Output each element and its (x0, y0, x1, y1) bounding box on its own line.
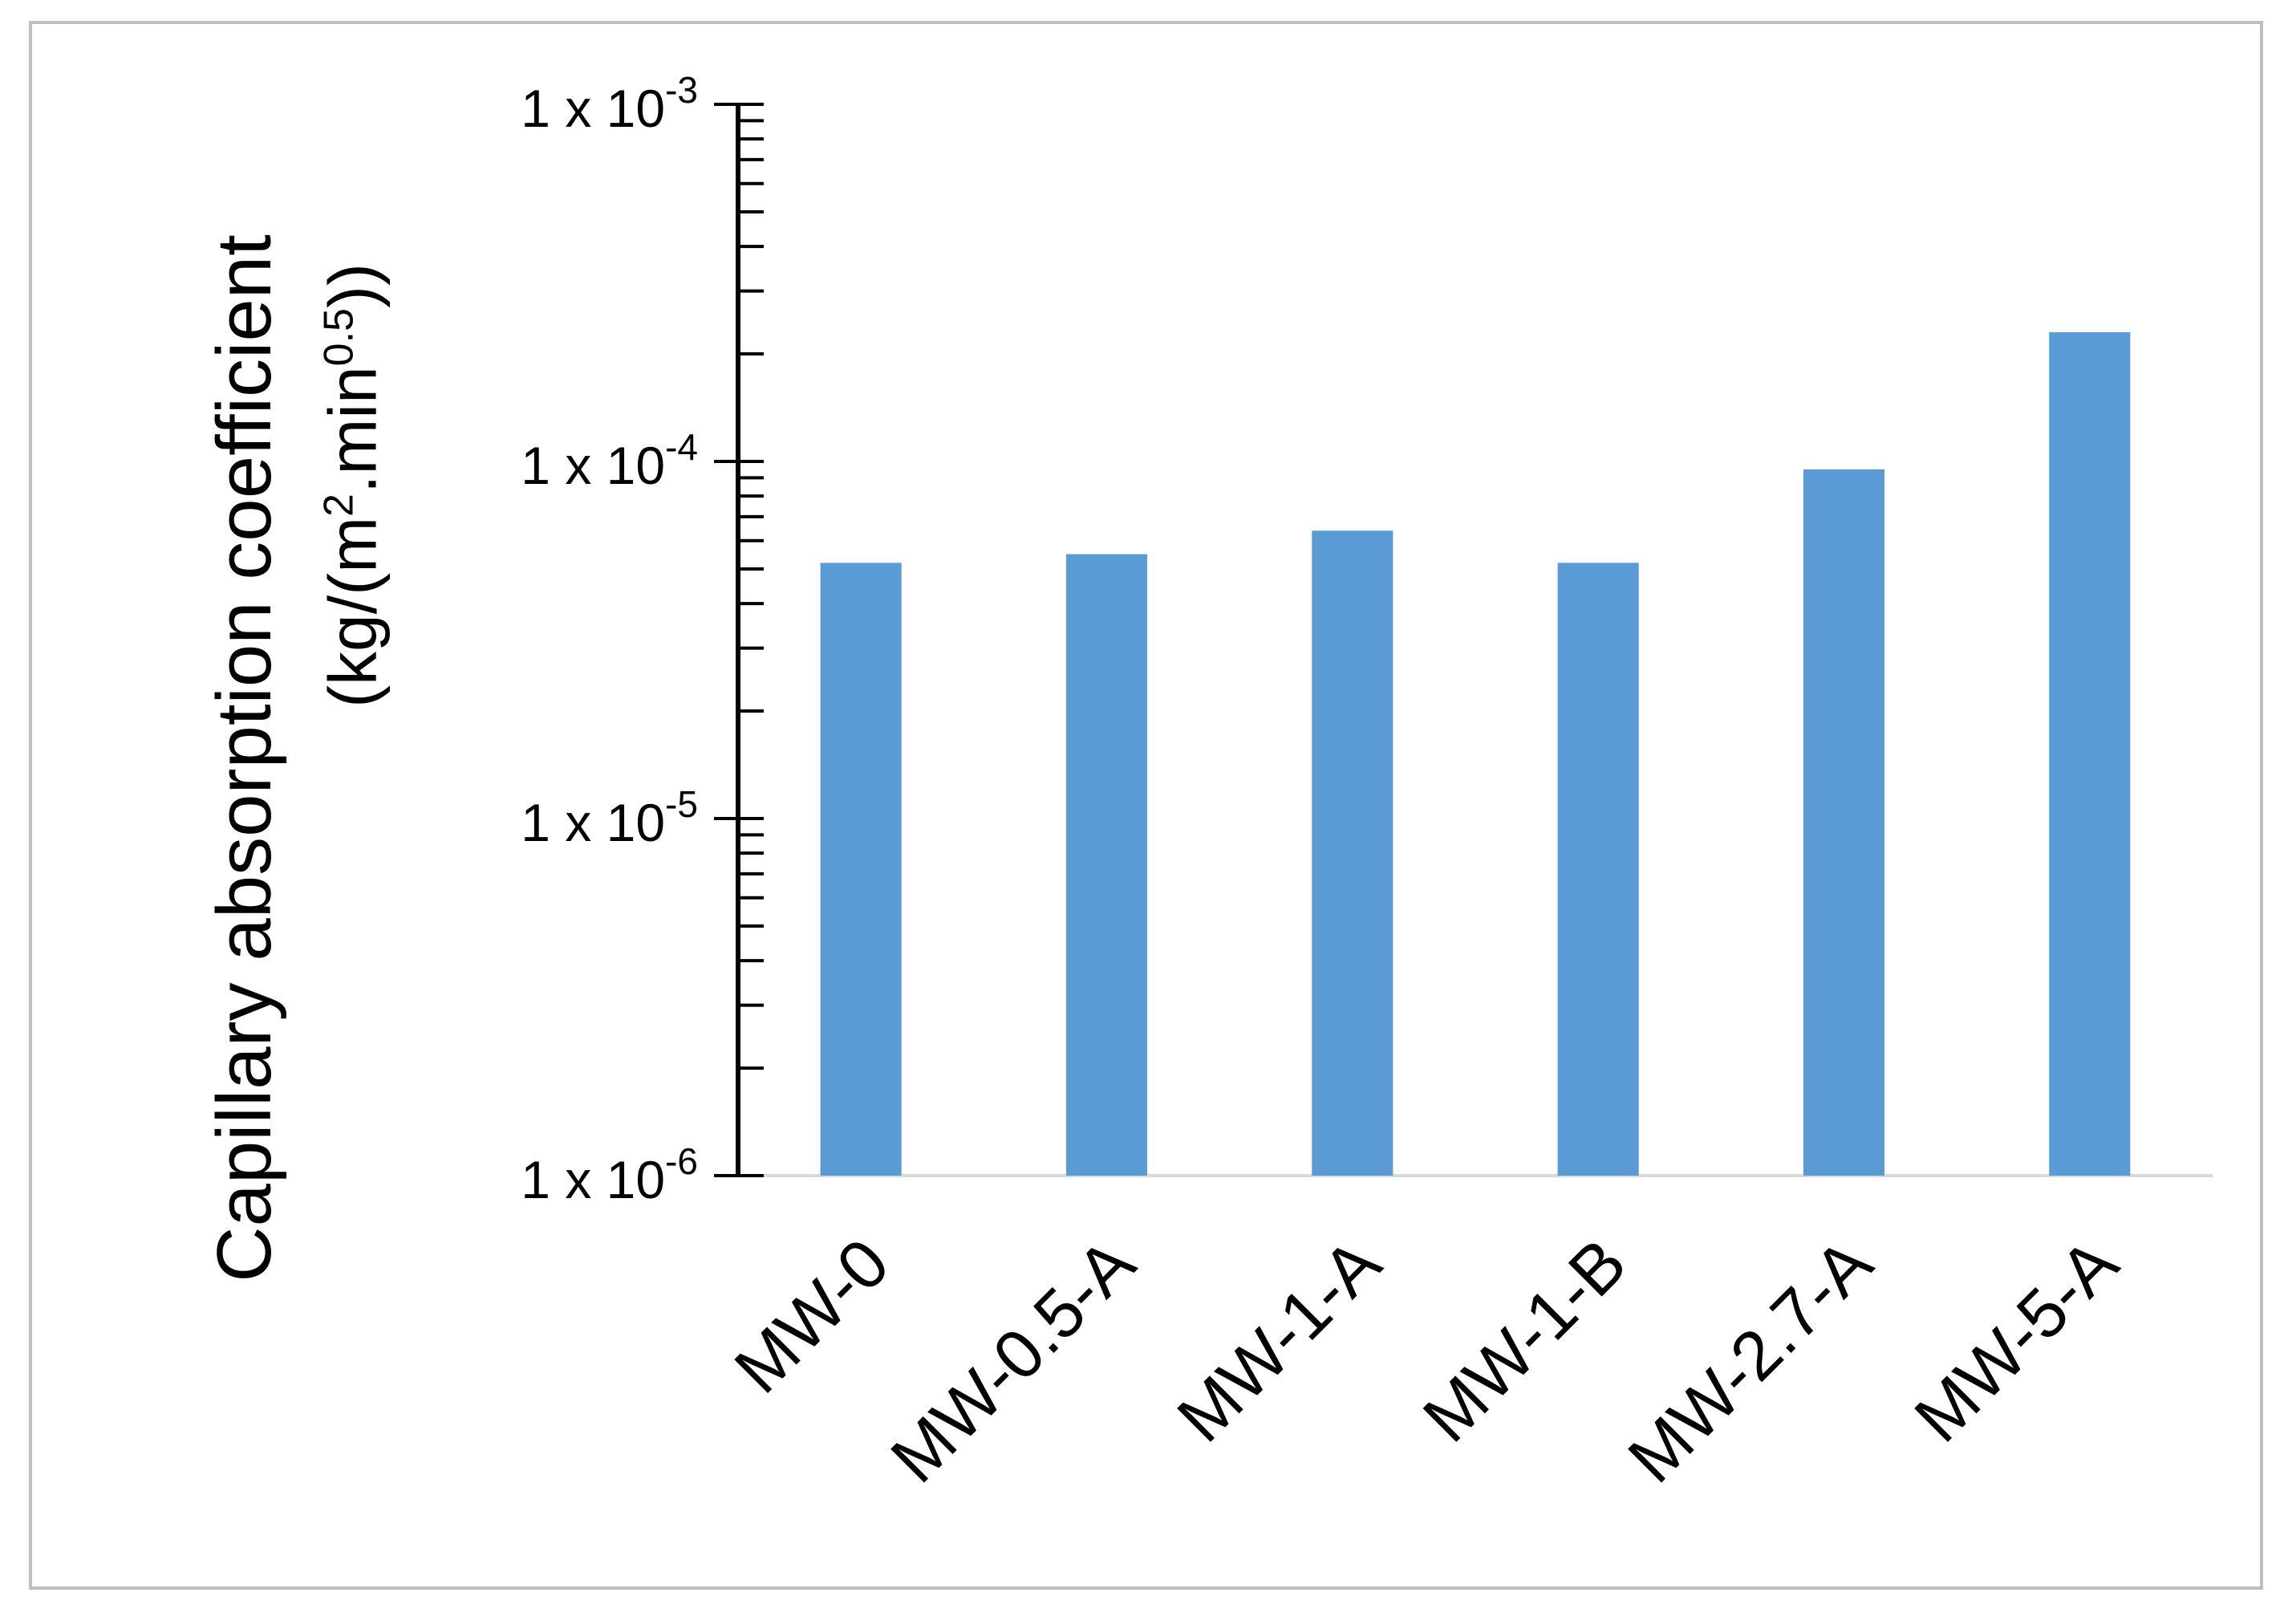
y-axis-units: (kg/(m2.min0.5)) (314, 263, 392, 708)
bar-mw-0-5-a (1065, 554, 1148, 1176)
bar-mw-5-a (2049, 332, 2131, 1176)
x-tick-label: MW-1-B (1409, 1225, 1641, 1457)
y-tick-label: 1 x 10-4 (521, 426, 698, 495)
x-tick-label: MW-1-A (1163, 1224, 1396, 1457)
y-axis-title: Capillary absorption coefficient (201, 234, 287, 1282)
bar-mw-0 (820, 563, 902, 1176)
y-tick-label: 1 x 10-3 (521, 69, 698, 138)
x-tick-label: MW-0 (720, 1225, 904, 1408)
y-axis-units-suffix: )) (314, 263, 391, 309)
x-tick-label: MW-5-A (1900, 1224, 2133, 1457)
bar-mw-1-a (1312, 530, 1393, 1176)
y-axis-units-sup-1: 2 (315, 494, 363, 517)
y-axis-units-sup-2: 0.5 (315, 308, 363, 367)
y-axis-units-mid: .min (314, 366, 391, 494)
x-tick-label: MW-2.7-A (1613, 1224, 1887, 1497)
y-tick-label: 1 x 10-6 (521, 1140, 698, 1209)
y-tick-label: 1 x 10-5 (521, 783, 698, 852)
bar-mw-1-b (1557, 563, 1639, 1176)
x-tick-label: MW-0.5-A (876, 1224, 1150, 1497)
bar-mw-2-7-a (1803, 469, 1885, 1176)
y-axis-units-prefix: (kg/(m (314, 516, 391, 708)
